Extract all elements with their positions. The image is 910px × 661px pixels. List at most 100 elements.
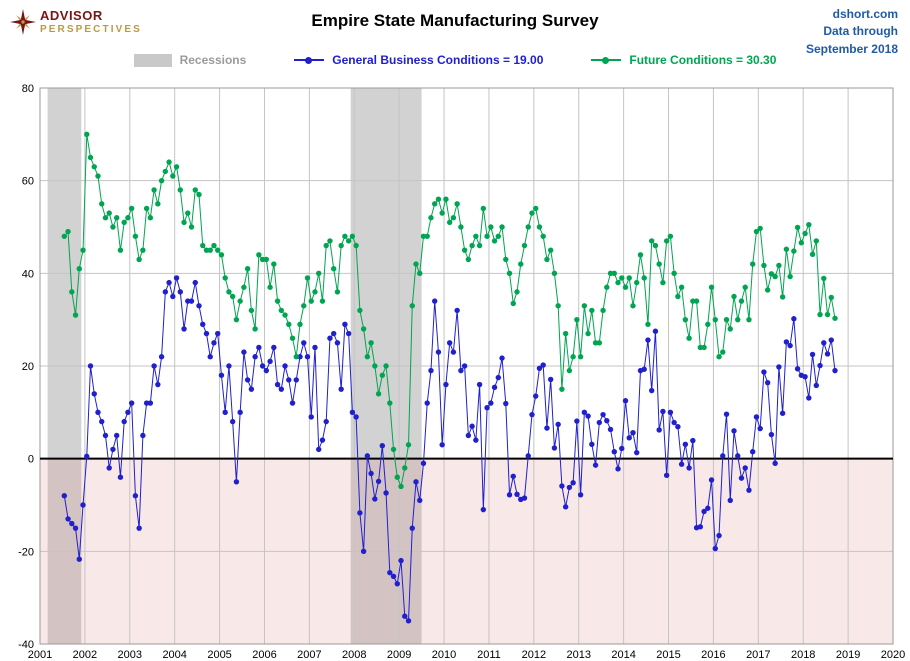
series-point [132,493,139,499]
chart-legend: Recessions General Business Conditions =… [0,53,910,67]
series-point [585,330,591,337]
series-point [143,400,150,406]
series-point [289,335,296,341]
series-point [170,173,176,179]
series-point [634,449,640,456]
series-point [173,275,180,281]
series-point [551,445,558,451]
series-point [589,307,595,314]
series-point [667,233,674,239]
series-point [783,339,790,345]
series-point [323,418,329,425]
series-point [110,446,116,453]
series-point [80,247,86,253]
series-point [402,465,408,471]
series-point [125,215,131,221]
series-point [357,510,363,516]
chart-title: Empire State Manufacturing Survey [311,11,599,30]
series-point [207,354,213,360]
series-point [166,159,172,165]
series-point [117,247,124,253]
y-tick-label: 40 [22,268,34,280]
series-point [619,275,625,281]
series-point [750,449,756,455]
series-point [806,395,812,401]
series-point [813,382,820,389]
series-point [562,330,569,337]
series-point [753,414,760,420]
series-point [106,465,112,471]
series-point [443,381,449,388]
series-point [327,335,333,341]
series-point [705,321,711,327]
series-point [166,279,172,286]
logo-perspectives-text: PERSPECTIVES [40,24,142,35]
series-point [319,298,326,304]
series-point [293,354,299,360]
x-tick-label: 2004 [162,649,186,661]
series-point [809,351,816,358]
series-point [574,418,580,424]
series-point [69,289,75,295]
series-point [173,164,180,170]
series-point [555,421,561,428]
series-point [686,335,692,341]
x-tick-label: 2012 [522,649,546,661]
series-point [327,238,333,244]
series-point [615,279,621,286]
series-point [551,270,558,277]
series-point [592,462,599,468]
series-point [559,483,565,489]
series-point [297,354,303,360]
series-point [529,411,535,418]
series-point [630,303,636,309]
series-point [316,446,322,453]
series-point [368,470,374,477]
series-point [735,316,741,323]
series-point [364,453,371,459]
series-point [731,293,737,300]
series-point [431,298,438,304]
series-point [372,363,378,369]
series-point [91,391,97,397]
x-tick-label: 2011 [477,649,501,661]
series-point [203,330,210,337]
series-point [330,266,337,272]
series-point [559,386,565,392]
x-tick-label: 2016 [701,649,725,661]
series-point [192,187,198,193]
series-point [458,367,464,374]
series-point [461,363,468,369]
series-point [259,363,266,369]
series-point [663,472,670,479]
series-point [738,475,745,481]
series-point [316,270,322,277]
series-point [155,381,161,388]
series-point [484,405,490,411]
series-point [491,238,498,244]
series-point [229,418,236,425]
series-point [480,506,487,513]
series-point [267,284,273,290]
series-point [375,391,382,397]
series-dot-icon [305,56,313,64]
series-point [188,224,195,230]
series-point [757,425,763,432]
series-point [510,300,516,307]
x-tick-label: 2020 [881,649,905,661]
series-point [215,247,221,253]
series-point [229,293,236,300]
series-point [798,240,805,246]
series-point [218,372,225,378]
series-point [211,242,217,249]
series-point [723,411,730,417]
series-point [499,355,505,361]
series-point [413,479,419,485]
series-point [282,312,288,318]
series-point [125,409,131,416]
series-point [334,289,341,295]
series-point [577,354,584,360]
source-data-through: Data through [823,24,898,39]
series-point [821,340,827,346]
series-point [604,284,610,290]
